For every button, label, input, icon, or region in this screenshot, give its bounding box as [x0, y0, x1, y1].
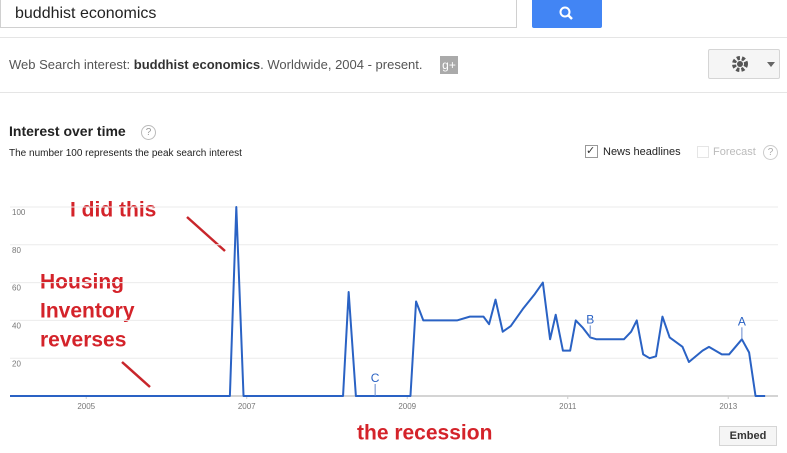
search-query: buddhist economics — [15, 5, 157, 22]
y-tick-label: 40 — [12, 322, 21, 331]
annotation-arrow — [121, 361, 151, 388]
x-tick-label: 2013 — [719, 402, 737, 411]
header-text: Web Search interest: buddhist economics.… — [9, 57, 423, 72]
news-marker: A — [738, 314, 746, 328]
search-icon — [559, 6, 573, 20]
y-tick-label: 100 — [12, 208, 26, 217]
y-tick-label: 80 — [12, 246, 21, 255]
trend-line — [10, 206, 766, 397]
section-title: Interest over time — [9, 123, 126, 139]
forecast-checkbox[interactable] — [697, 146, 709, 158]
x-tick-label: 2011 — [559, 402, 577, 411]
x-tick-label: 2007 — [238, 402, 256, 411]
annotation: Inventory — [40, 300, 135, 323]
section-note: The number 100 represents the peak searc… — [9, 148, 242, 159]
search-box[interactable]: buddhist economics — [0, 0, 517, 28]
y-tick-label: 20 — [12, 359, 21, 368]
x-tick-label: 2005 — [77, 402, 95, 411]
gplus-icon[interactable]: g+ — [440, 56, 458, 74]
header-suffix: . Worldwide, 2004 - present. — [260, 57, 423, 72]
annotation-arrow — [186, 216, 226, 252]
annotation: Housing — [40, 271, 124, 294]
embed-button[interactable]: Embed — [719, 426, 777, 446]
search-button[interactable] — [532, 0, 602, 28]
forecast-help[interactable]: ? — [763, 145, 778, 160]
header-term: buddhist economics — [133, 57, 261, 72]
annotation: reverses — [40, 329, 126, 352]
news-marker: B — [586, 313, 594, 327]
y-tick-label: 60 — [12, 284, 21, 293]
gear-icon — [732, 56, 775, 72]
news-label: News headlines — [603, 146, 681, 158]
help-icon[interactable]: ? — [141, 125, 156, 140]
news-checkbox[interactable]: ✓ — [585, 145, 598, 158]
news-marker: C — [371, 371, 380, 385]
forecast-label: Forecast — [713, 146, 756, 158]
x-tick-label: 2009 — [398, 402, 416, 411]
settings-button[interactable] — [708, 49, 780, 79]
annotation: the recession — [357, 422, 492, 445]
divider — [0, 37, 787, 38]
annotation: I did this — [70, 199, 156, 222]
divider — [0, 92, 787, 93]
header-prefix: Web Search interest: — [9, 57, 134, 72]
